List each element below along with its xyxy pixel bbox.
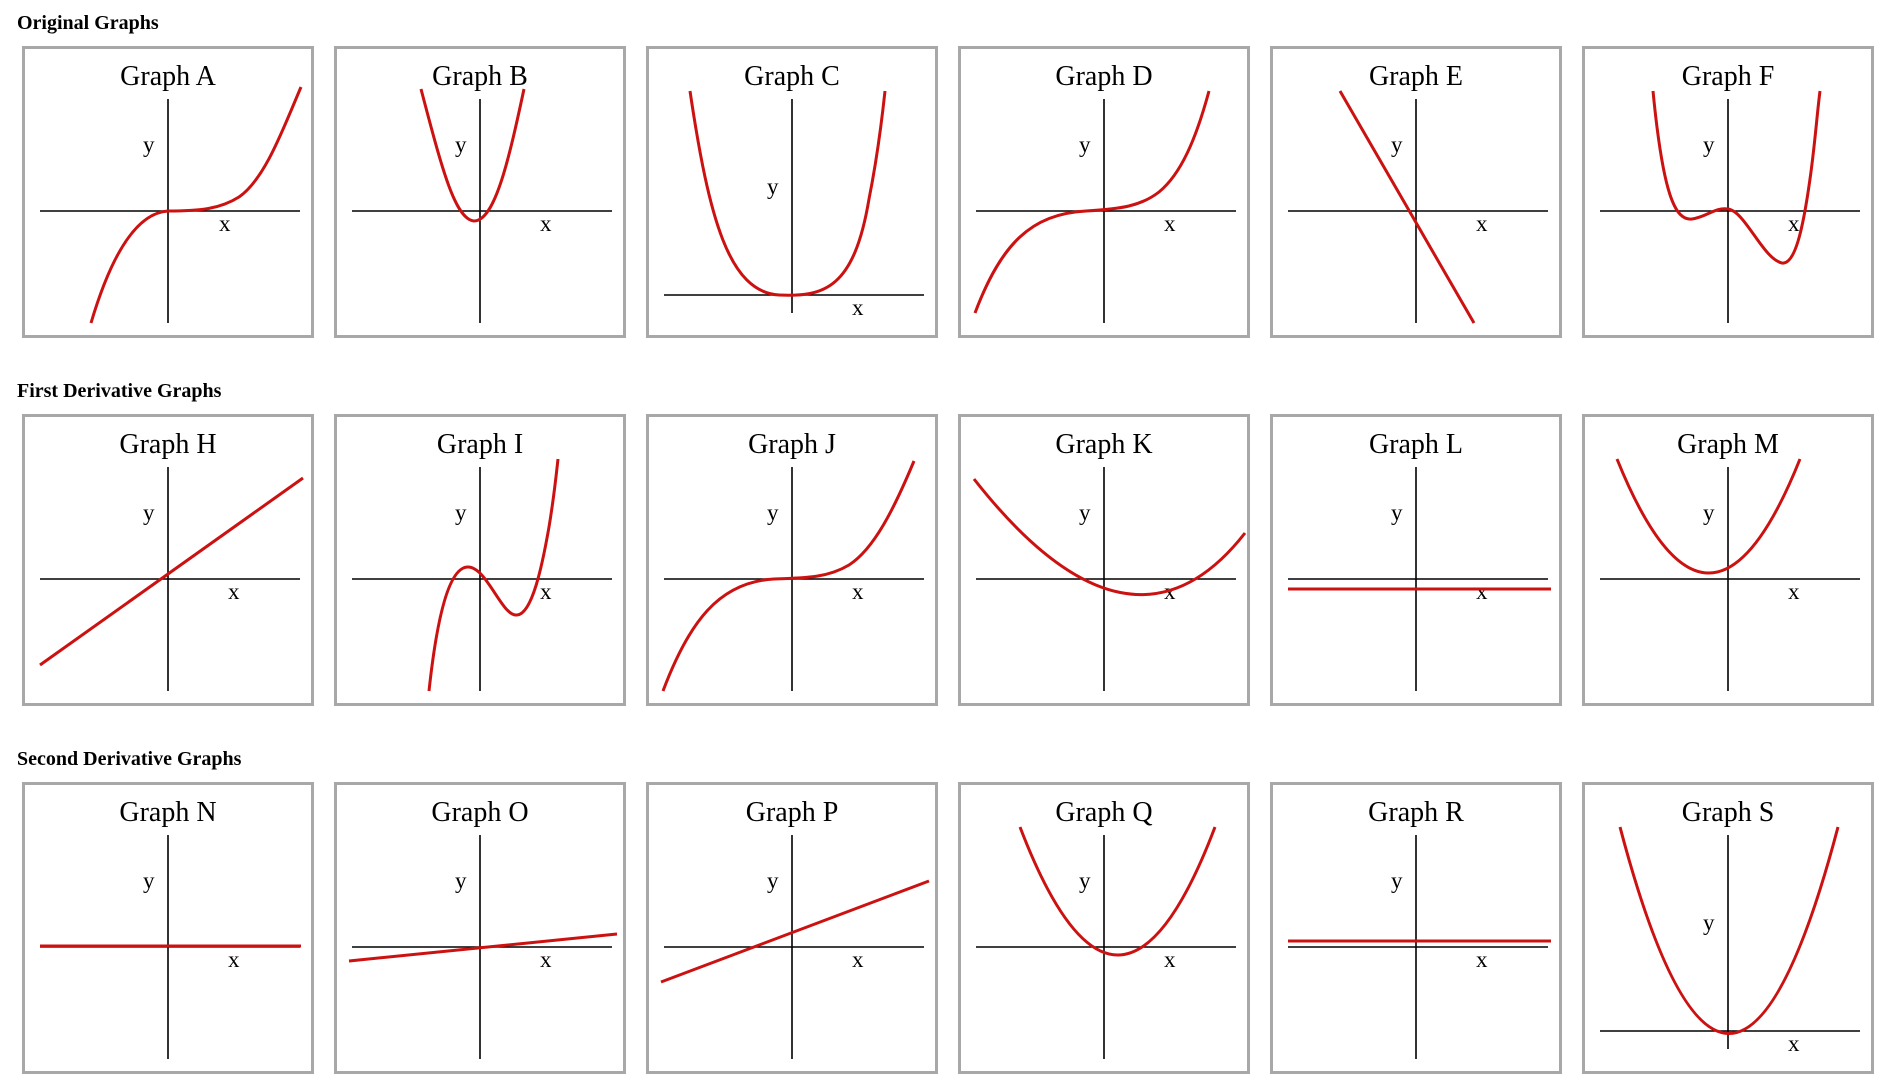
- y-axis-label: y: [455, 868, 467, 893]
- graph-plot: y x: [976, 826, 1236, 1059]
- graph-panel-e: Graph E y x: [1270, 46, 1562, 338]
- function-curve: [419, 88, 526, 223]
- graph-panel-b: Graph B y x: [334, 46, 626, 338]
- y-axis-label: y: [455, 132, 467, 157]
- section-title-original: Original Graphs: [17, 12, 159, 34]
- y-axis-label: y: [143, 132, 155, 157]
- x-axis-label: x: [228, 579, 240, 604]
- graph-panel-s: Graph S y x: [1582, 782, 1874, 1074]
- graph-plot: y x: [660, 835, 930, 1059]
- graph-panel-h: Graph H y x: [22, 414, 314, 706]
- graph-panel-f: Graph F y x: [1582, 46, 1874, 338]
- graph-panel-j: Graph J y x: [646, 414, 938, 706]
- y-axis-label: y: [767, 174, 779, 199]
- y-axis-label: y: [1079, 500, 1091, 525]
- graph-panel-i: Graph I y x: [334, 414, 626, 706]
- x-axis-label: x: [1164, 211, 1176, 236]
- function-curve: [348, 932, 618, 963]
- function-curve: [39, 476, 304, 667]
- graph-plot: y x: [1600, 458, 1860, 691]
- y-axis-label: y: [767, 868, 779, 893]
- function-curve: [1651, 90, 1822, 265]
- graph-plot: y x: [661, 460, 924, 692]
- x-axis-label: x: [228, 947, 240, 972]
- y-axis-label: y: [1079, 132, 1091, 157]
- function-curve: [1615, 458, 1802, 575]
- x-axis-label: x: [1476, 211, 1488, 236]
- graph-plot: y x: [40, 835, 301, 1059]
- graph-panel-d: Graph D y x: [958, 46, 1250, 338]
- graph-plot: y x: [973, 90, 1236, 323]
- graph-plot: y x: [1288, 835, 1551, 1059]
- graph-panel-l: Graph L y x: [1270, 414, 1562, 706]
- function-curve: [973, 90, 1211, 314]
- graph-plot: y x: [348, 835, 618, 1059]
- function-curve: [972, 478, 1247, 596]
- graph-plot: y x: [39, 467, 304, 691]
- y-axis-label: y: [1079, 868, 1091, 893]
- graph-panel-n: Graph N y x: [22, 782, 314, 1074]
- graph-panel-p: Graph P y x: [646, 782, 938, 1074]
- graph-plot: y x: [1600, 90, 1860, 323]
- x-axis-label: x: [1476, 579, 1488, 604]
- function-curve: [89, 86, 303, 324]
- x-axis-label: x: [540, 947, 552, 972]
- function-curve: [1618, 826, 1840, 1035]
- section-title-second-derivative: Second Derivative Graphs: [17, 748, 242, 770]
- graph-plot: y x: [972, 467, 1247, 691]
- x-axis-label: x: [1164, 947, 1176, 972]
- section-title-first-derivative: First Derivative Graphs: [17, 380, 222, 402]
- x-axis-label: x: [852, 947, 864, 972]
- graph-plot: y x: [352, 458, 612, 692]
- graph-panel-r: Graph R y x: [1270, 782, 1562, 1074]
- x-axis-label: x: [1788, 579, 1800, 604]
- graph-panel-a: Graph A y x: [22, 46, 314, 338]
- graph-plot: y x: [352, 88, 612, 323]
- y-axis-label: y: [1391, 132, 1403, 157]
- x-axis-label: x: [540, 579, 552, 604]
- y-axis-label: y: [143, 868, 155, 893]
- y-axis-label: y: [767, 500, 779, 525]
- graph-panel-m: Graph M y x: [1582, 414, 1874, 706]
- y-axis-label: y: [455, 500, 467, 525]
- function-curve: [660, 879, 930, 984]
- function-curve: [688, 90, 887, 297]
- graph-panel-c: Graph C y x: [646, 46, 938, 338]
- x-axis-label: x: [1476, 947, 1488, 972]
- graph-plot: y x: [1288, 90, 1548, 324]
- y-axis-label: y: [1703, 500, 1715, 525]
- x-axis-label: x: [219, 211, 231, 236]
- function-curve: [1338, 90, 1476, 324]
- function-curve: [1018, 826, 1217, 957]
- x-axis-label: x: [1788, 1031, 1800, 1056]
- graph-plot: y x: [664, 90, 924, 320]
- graph-panel-k: Graph K y x: [958, 414, 1250, 706]
- x-axis-label: x: [852, 295, 864, 320]
- y-axis-label: y: [1703, 910, 1715, 935]
- function-curve: [661, 460, 916, 692]
- y-axis-label: y: [1391, 868, 1403, 893]
- graph-plot: y x: [1288, 467, 1551, 691]
- x-axis-label: x: [852, 579, 864, 604]
- graph-panel-o: Graph O y x: [334, 782, 626, 1074]
- graph-plot: y x: [1600, 826, 1860, 1056]
- function-curve: [427, 458, 560, 692]
- y-axis-label: y: [1703, 132, 1715, 157]
- y-axis-label: y: [143, 500, 155, 525]
- graph-plot: y x: [40, 86, 303, 324]
- graph-panel-q: Graph Q y x: [958, 782, 1250, 1074]
- y-axis-label: y: [1391, 500, 1403, 525]
- x-axis-label: x: [1788, 211, 1800, 236]
- x-axis-label: x: [540, 211, 552, 236]
